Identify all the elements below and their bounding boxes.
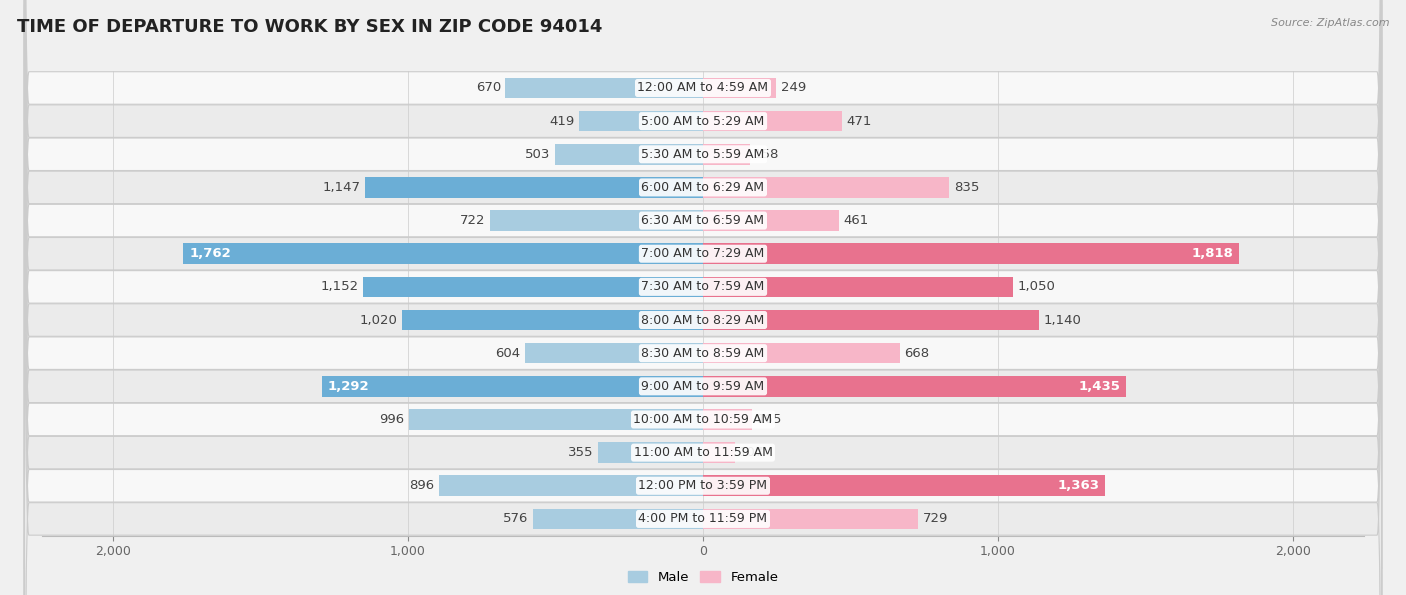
FancyBboxPatch shape	[24, 0, 1382, 595]
Bar	[409, 409, 703, 430]
Text: 5:30 AM to 5:59 AM: 5:30 AM to 5:59 AM	[641, 148, 765, 161]
Text: 9:00 AM to 9:59 AM: 9:00 AM to 9:59 AM	[641, 380, 765, 393]
Bar	[703, 144, 749, 165]
Bar	[703, 277, 1012, 297]
Text: Source: ZipAtlas.com: Source: ZipAtlas.com	[1271, 18, 1389, 28]
Bar	[703, 343, 900, 364]
Bar	[703, 442, 734, 463]
Text: 503: 503	[524, 148, 550, 161]
FancyBboxPatch shape	[24, 0, 1382, 595]
Bar	[599, 442, 703, 463]
Text: 1,020: 1,020	[360, 314, 398, 327]
Text: 1,140: 1,140	[1043, 314, 1081, 327]
Bar	[703, 475, 1105, 496]
Text: 1,363: 1,363	[1057, 480, 1099, 492]
Bar	[183, 243, 703, 264]
Text: 996: 996	[380, 413, 405, 426]
Text: 1,762: 1,762	[188, 248, 231, 260]
FancyBboxPatch shape	[24, 0, 1382, 595]
Text: 10:00 AM to 10:59 AM: 10:00 AM to 10:59 AM	[634, 413, 772, 426]
Bar	[524, 343, 703, 364]
Text: 8:00 AM to 8:29 AM: 8:00 AM to 8:29 AM	[641, 314, 765, 327]
Text: 1,152: 1,152	[321, 280, 359, 293]
Bar	[533, 509, 703, 529]
Bar	[579, 111, 703, 131]
Text: 6:00 AM to 6:29 AM: 6:00 AM to 6:29 AM	[641, 181, 765, 194]
Bar	[703, 78, 776, 98]
Bar	[505, 78, 703, 98]
Text: 1,050: 1,050	[1017, 280, 1054, 293]
Bar	[402, 310, 703, 330]
Bar	[554, 144, 703, 165]
Bar	[703, 111, 842, 131]
Text: 722: 722	[460, 214, 485, 227]
Text: 1,435: 1,435	[1078, 380, 1121, 393]
Bar	[364, 177, 703, 198]
Text: 1,818: 1,818	[1191, 248, 1233, 260]
Text: 158: 158	[754, 148, 779, 161]
Text: 11:00 AM to 11:59 AM: 11:00 AM to 11:59 AM	[634, 446, 772, 459]
Text: 107: 107	[740, 446, 765, 459]
FancyBboxPatch shape	[24, 0, 1382, 595]
FancyBboxPatch shape	[24, 0, 1382, 595]
Legend: Male, Female: Male, Female	[623, 565, 783, 589]
FancyBboxPatch shape	[24, 0, 1382, 569]
FancyBboxPatch shape	[24, 0, 1382, 595]
Bar	[703, 177, 949, 198]
Text: 249: 249	[780, 82, 806, 95]
Text: 7:00 AM to 7:29 AM: 7:00 AM to 7:29 AM	[641, 248, 765, 260]
Text: 12:00 PM to 3:59 PM: 12:00 PM to 3:59 PM	[638, 480, 768, 492]
FancyBboxPatch shape	[24, 0, 1382, 595]
FancyBboxPatch shape	[24, 0, 1382, 595]
FancyBboxPatch shape	[24, 0, 1382, 595]
Bar	[491, 210, 703, 231]
Bar	[322, 376, 703, 397]
Text: 1,292: 1,292	[328, 380, 370, 393]
Text: TIME OF DEPARTURE TO WORK BY SEX IN ZIP CODE 94014: TIME OF DEPARTURE TO WORK BY SEX IN ZIP …	[17, 18, 602, 36]
Text: 729: 729	[922, 512, 948, 525]
Text: 471: 471	[846, 115, 872, 127]
Text: 12:00 AM to 4:59 AM: 12:00 AM to 4:59 AM	[637, 82, 769, 95]
Text: 668: 668	[904, 347, 929, 359]
Text: 576: 576	[503, 512, 529, 525]
Text: 6:30 AM to 6:59 AM: 6:30 AM to 6:59 AM	[641, 214, 765, 227]
Text: 604: 604	[495, 347, 520, 359]
Bar	[703, 409, 752, 430]
Text: 5:00 AM to 5:29 AM: 5:00 AM to 5:29 AM	[641, 115, 765, 127]
Bar	[703, 210, 839, 231]
Bar	[703, 509, 918, 529]
Text: 670: 670	[475, 82, 501, 95]
Text: 7:30 AM to 7:59 AM: 7:30 AM to 7:59 AM	[641, 280, 765, 293]
FancyBboxPatch shape	[24, 38, 1382, 595]
Text: 165: 165	[756, 413, 782, 426]
Bar	[703, 376, 1126, 397]
Bar	[703, 310, 1039, 330]
Bar	[363, 277, 703, 297]
Bar	[439, 475, 703, 496]
Text: 8:30 AM to 8:59 AM: 8:30 AM to 8:59 AM	[641, 347, 765, 359]
Text: 419: 419	[550, 115, 575, 127]
Text: 4:00 PM to 11:59 PM: 4:00 PM to 11:59 PM	[638, 512, 768, 525]
Text: 896: 896	[409, 480, 434, 492]
Bar	[703, 243, 1239, 264]
Text: 355: 355	[568, 446, 593, 459]
Text: 835: 835	[953, 181, 979, 194]
FancyBboxPatch shape	[24, 0, 1382, 595]
Text: 461: 461	[844, 214, 869, 227]
FancyBboxPatch shape	[24, 0, 1382, 595]
Text: 1,147: 1,147	[322, 181, 360, 194]
FancyBboxPatch shape	[24, 5, 1382, 595]
